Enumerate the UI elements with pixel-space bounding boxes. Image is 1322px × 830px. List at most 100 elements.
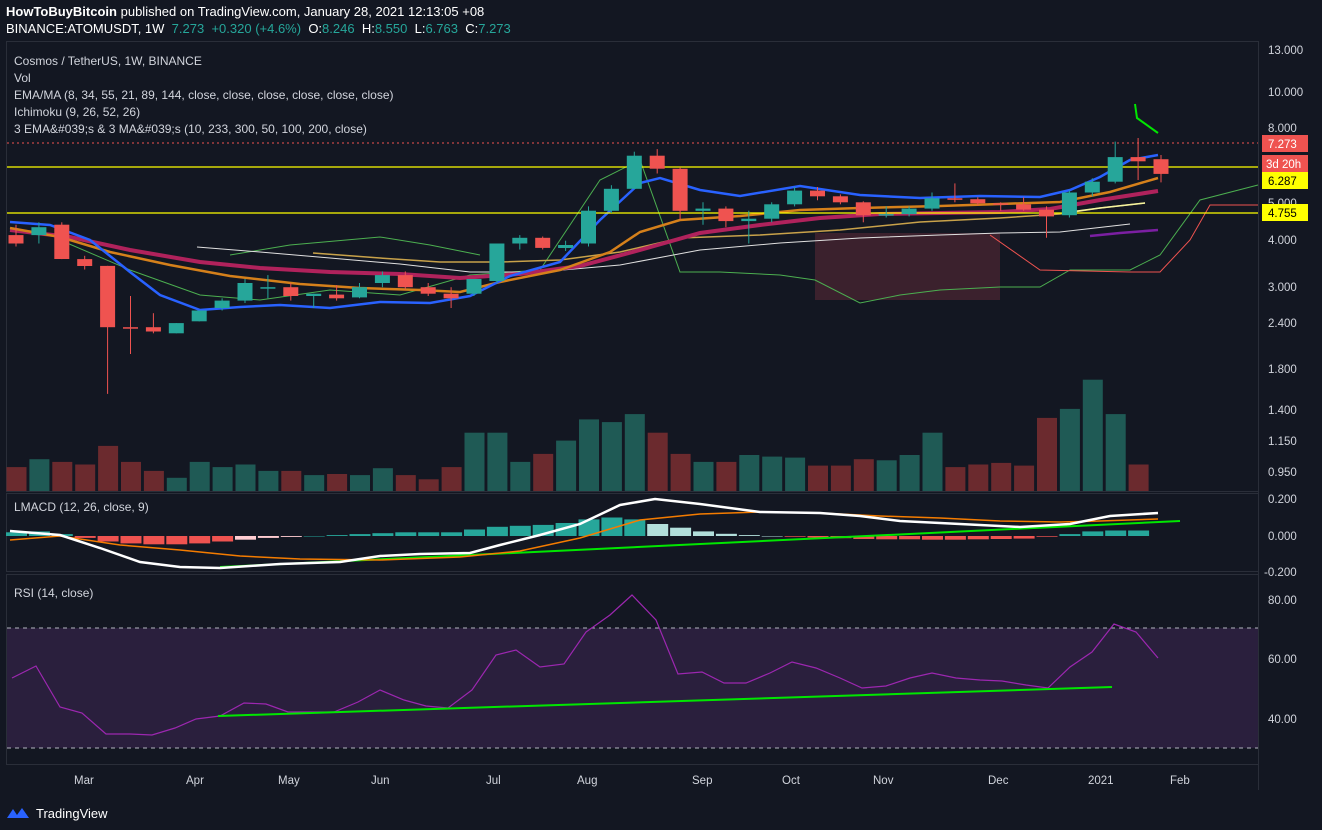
volume-bar (1128, 464, 1149, 491)
candle[interactable] (787, 187, 803, 207)
legend-three-ema[interactable]: 3 EMA&#039;s & 3 MA&#039;s (10, 233, 300… (14, 122, 367, 136)
candle[interactable] (603, 185, 619, 213)
support-upper-tag: 6.287 (1268, 176, 1297, 188)
rsi-panel[interactable]: RSI (14, close) 80.00 60.00 40.00 (7, 586, 1297, 749)
candle-body (1107, 157, 1123, 182)
candle[interactable] (397, 271, 413, 290)
candle[interactable] (924, 192, 940, 211)
legend-vol[interactable]: Vol (14, 71, 31, 85)
rsi-tick-60: 60.00 (1268, 654, 1297, 666)
candle[interactable] (1130, 138, 1146, 180)
candle[interactable] (695, 202, 711, 225)
candle[interactable] (77, 255, 93, 270)
macd-hist-bar (464, 529, 485, 536)
candle[interactable] (947, 183, 963, 203)
macd-hist-bar (1128, 530, 1150, 536)
candle[interactable] (558, 240, 574, 251)
time-tick-oct: Oct (782, 775, 801, 787)
legend-title[interactable]: Cosmos / TetherUS, 1W, BINANCE (14, 54, 202, 68)
candle-body (832, 196, 848, 203)
macd-hist-bar (944, 536, 966, 540)
candle[interactable] (237, 279, 253, 303)
candle-body (787, 190, 803, 205)
price-axis[interactable]: 13.000 10.000 8.000 5.000 4.000 3.000 2.… (1262, 45, 1308, 479)
candle[interactable] (352, 283, 367, 299)
candle-body (1016, 204, 1032, 210)
candle[interactable] (535, 236, 551, 250)
candle-body (581, 210, 596, 244)
macd-panel[interactable]: LMACD (12, 26, close, 9) 0.200 0.000 -0.… (6, 494, 1297, 579)
candle[interactable] (283, 283, 299, 301)
candle[interactable] (626, 151, 642, 189)
candle[interactable] (901, 206, 917, 217)
time-tick-apr: Apr (186, 775, 204, 787)
macd-hist-bar (6, 532, 27, 536)
legend-ema-ma[interactable]: EMA/MA (8, 34, 55, 21, 89, 144, close, c… (14, 88, 394, 102)
candle[interactable] (145, 313, 161, 334)
candle[interactable] (100, 265, 116, 394)
candle[interactable] (1016, 197, 1032, 211)
candle-body (947, 198, 963, 200)
candle[interactable] (993, 202, 1009, 211)
candle[interactable] (168, 323, 184, 334)
time-axis[interactable]: Mar Apr May Jun Jul Aug Sep Oct Nov Dec … (74, 775, 1190, 787)
candle[interactable] (1107, 141, 1123, 184)
price-tick-0-95: 0.950 (1268, 467, 1297, 479)
candle[interactable] (31, 222, 47, 244)
candle[interactable] (374, 271, 390, 288)
candle[interactable] (741, 210, 757, 244)
candle-body (878, 214, 894, 216)
volume-bar (853, 459, 874, 491)
candle[interactable] (1153, 155, 1169, 183)
candle-body (855, 202, 871, 216)
candle-body (535, 237, 551, 248)
candle[interactable] (1039, 206, 1054, 238)
candle-body (901, 208, 917, 215)
volume-bar (830, 465, 851, 491)
candle[interactable] (1084, 178, 1100, 197)
volume-bar (922, 432, 943, 491)
low-value: 6.763 (425, 21, 458, 36)
tradingview-logo-icon (7, 808, 29, 818)
candle[interactable] (855, 201, 871, 223)
candle[interactable] (466, 279, 482, 296)
countdown-tag: 3d 20h (1266, 159, 1301, 171)
high-label: H: (361, 21, 375, 36)
candle[interactable] (878, 206, 894, 218)
macd-hist-bar (418, 532, 440, 536)
candle[interactable] (443, 287, 459, 308)
footer[interactable]: TradingView (6, 802, 108, 824)
candle[interactable] (329, 285, 345, 301)
chart-area[interactable]: Cosmos / TetherUS, 1W, BINANCE Vol EMA/M… (0, 40, 1322, 802)
candle[interactable] (8, 224, 24, 247)
publisher-name[interactable]: HowToBuyBitcoin (6, 4, 117, 19)
candle[interactable] (306, 293, 322, 308)
macd-hist-bar (257, 536, 279, 538)
candle[interactable] (1061, 190, 1077, 218)
candle[interactable] (191, 310, 207, 322)
candle[interactable] (214, 298, 230, 311)
candle[interactable] (489, 243, 505, 284)
candle[interactable] (581, 206, 596, 247)
support-lower-tag-bg (1262, 204, 1308, 221)
candle[interactable] (420, 283, 436, 296)
candle[interactable] (123, 296, 138, 354)
rsi-line (11, 594, 1159, 736)
candle[interactable] (649, 149, 665, 174)
macd-label[interactable]: LMACD (12, 26, close, 9) (14, 500, 149, 514)
candle[interactable] (832, 194, 848, 205)
legend-ichimoku[interactable]: Ichimoku (9, 26, 52, 26) (14, 105, 140, 119)
candle[interactable] (810, 187, 825, 201)
candle-body (145, 327, 161, 332)
macd-hist-bar (899, 536, 921, 540)
rsi-label[interactable]: RSI (14, close) (14, 586, 93, 600)
candle[interactable] (764, 202, 780, 223)
candle[interactable] (718, 206, 734, 228)
candle[interactable] (54, 222, 70, 260)
trend-arrow[interactable] (1134, 103, 1159, 134)
candle[interactable] (672, 167, 688, 220)
candle[interactable] (512, 235, 528, 250)
candle[interactable] (260, 275, 276, 299)
volume-bar (647, 432, 668, 491)
candle[interactable] (970, 197, 986, 206)
